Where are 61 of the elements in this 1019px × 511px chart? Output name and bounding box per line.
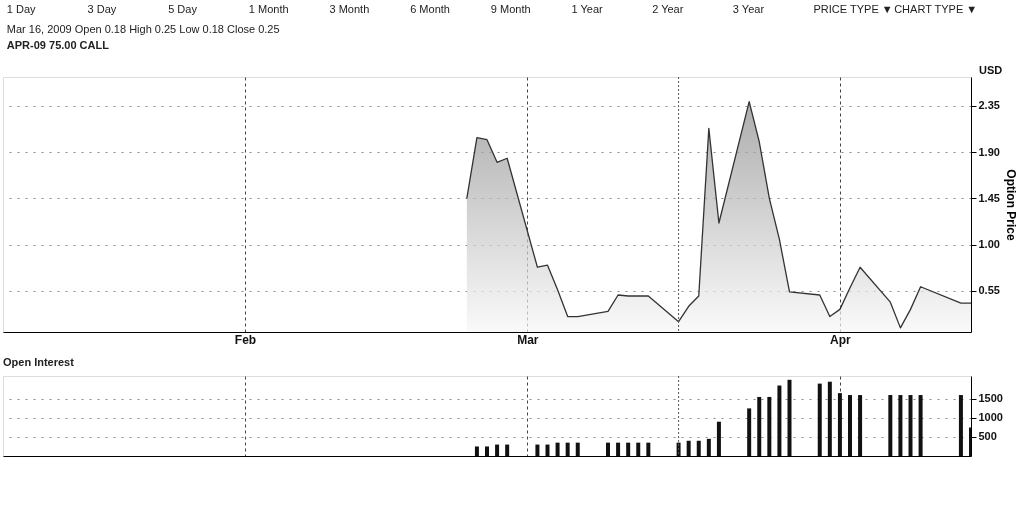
text: CHART TYPE ▼: [894, 3, 978, 15]
text: Mar 16, 2009 Open 0.18 High 0.25 Low 0.18 Close 0.25: [6, 23, 280, 35]
bar: [787, 379, 792, 456]
bar: [535, 444, 540, 456]
bar: [696, 440, 701, 456]
bar: [747, 408, 752, 456]
text: 1 Month: [248, 3, 289, 15]
bar: [646, 442, 651, 456]
text: 3 Year: [732, 3, 765, 15]
text: 3 Month: [329, 3, 370, 15]
bar: [555, 442, 560, 456]
text: 3 Day: [87, 3, 117, 15]
y-tick-label: 0.55: [978, 284, 1000, 297]
text: 1 Day: [6, 3, 37, 15]
bar: [626, 442, 631, 456]
y-tick-label: 1.00: [978, 238, 1000, 251]
y-axis-title: Option Price: [1003, 169, 1018, 241]
y-tick-label: 500: [978, 430, 997, 443]
bar: [858, 395, 863, 456]
bar: [817, 383, 822, 456]
bar: [827, 381, 832, 456]
y-tick-label: 1.45: [978, 191, 1000, 204]
x-tick-label: Apr: [830, 332, 852, 347]
bar: [757, 396, 762, 456]
y-tick-label: 1500: [978, 392, 1003, 405]
x-tick-label: Mar: [517, 332, 539, 347]
text: 5 Day: [168, 3, 198, 15]
bar: [958, 395, 963, 456]
x-tick-label: Feb: [234, 332, 257, 347]
bar: [767, 396, 772, 456]
text: PRICE TYPE ▼: [813, 3, 893, 15]
bar: [898, 395, 903, 456]
text: 9 Month: [490, 3, 531, 15]
text: APR-09 75.00 CALL: [6, 39, 110, 51]
text: USD: [979, 64, 1003, 76]
y-tick-label: 1000: [978, 411, 1003, 424]
y-tick-label: 1.90: [978, 145, 1000, 158]
bar: [837, 393, 842, 456]
bar: [848, 395, 852, 456]
bar: [505, 444, 510, 456]
bar: [565, 442, 570, 456]
bar: [606, 442, 610, 456]
bar: [908, 395, 913, 456]
bar: [495, 444, 500, 456]
bar: [686, 440, 691, 456]
bar: [918, 395, 923, 456]
bar: [777, 385, 782, 456]
bar: [474, 446, 479, 456]
bar: [636, 442, 641, 456]
bar: [485, 446, 489, 456]
bar: [616, 442, 621, 456]
text: 1 Year: [571, 3, 604, 15]
bar: [706, 438, 711, 456]
y-tick-label: 2.35: [978, 99, 1000, 112]
chart-title: Open Interest: [3, 355, 75, 368]
text: 6 Month: [410, 3, 450, 15]
bar: [888, 395, 893, 456]
bar: [545, 444, 550, 456]
bar: [575, 442, 580, 456]
text: 2 Year: [652, 3, 684, 15]
bar: [716, 421, 721, 456]
